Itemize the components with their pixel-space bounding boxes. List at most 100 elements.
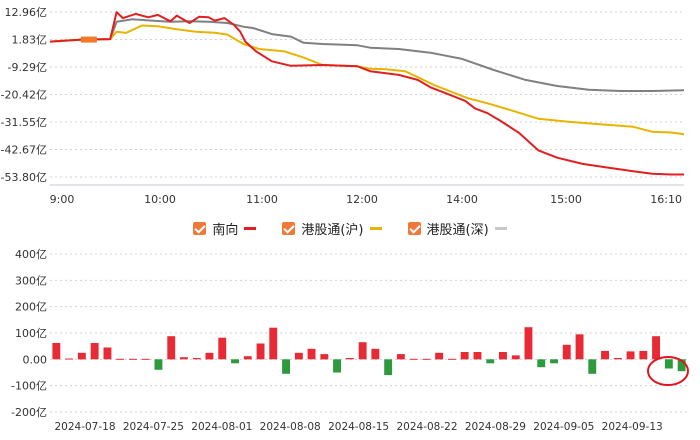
bar-mark [639,350,648,360]
line-series-1 [49,24,685,136]
bar-y-tick-label: 100亿 [15,327,47,340]
line-series-2 [49,18,685,92]
bar-mark [575,334,584,360]
bar-mark [218,337,227,360]
bar-mark [77,352,86,360]
bar-mark [116,358,125,360]
legend-label-sh-connect: 港股通(沪) [301,222,364,238]
line-x-tick-label: 15:00 [550,193,582,206]
bar-x-tick-label: 2024-07-18 [54,421,115,433]
bar-y-tick-label: 200亿 [15,301,47,314]
legend-label-sz-connect: 港股通(深) [426,222,489,238]
bar-mark [269,327,278,360]
highlight-circle [647,356,689,386]
line-y-tick-label: 12.96亿 [5,6,48,19]
bar-mark [307,348,316,360]
intraday-line-chart: 12.96亿 1.83亿 -9.29亿 -20.42亿 -31.55亿 -42.67亿 -5… [1,6,685,206]
bar-mark [65,358,74,360]
bar-mark [154,359,163,370]
line-x-tick-label: 10:00 [144,193,176,206]
bar-x-tick-label: 2024-08-22 [396,421,457,433]
bar-mark [562,344,571,360]
bar-x-tick-label: 2024-08-15 [328,421,389,433]
bar-x-tick-label: 2024-09-13 [602,421,663,433]
bar-mark [409,358,418,360]
line-x-tick-label: 12:00 [346,193,378,206]
bar-mark [486,359,495,364]
bar-mark [345,358,354,360]
bar-mark [141,358,150,360]
line-y-tick-label: -42.67亿 [1,144,47,157]
bar-mark [192,358,201,360]
bar-mark [435,352,444,360]
bar-mark [52,343,61,360]
bar-mark [231,359,239,364]
line-y-tick-label: -20.42亿 [1,89,47,102]
bar-mark [90,343,99,360]
bar-mark [294,352,303,360]
legend-label-southbound: 南向 [212,222,239,238]
bar-mark [613,358,622,360]
bar-mark [129,358,137,360]
bar-mark [499,352,507,360]
legend-item-sh-connect[interactable]: 港股通(沪) [282,219,382,238]
bar-y-tick-label: 300亿 [15,274,47,287]
bar-mark [524,327,533,360]
bar-mark [167,336,176,360]
bar-x-tick-label: 2024-07-25 [123,421,184,433]
bar-mark [601,350,609,360]
bar-mark [511,355,520,360]
bar-mark [243,356,252,360]
legend-swatch-southbound [244,226,257,230]
bar-mark [448,358,456,360]
legend-checkbox-sz-connect[interactable] [407,221,421,235]
bar-x-tick-label: 2024-09-05 [533,421,594,433]
bar-mark [371,348,380,360]
bar-y-tick-label: -200亿 [11,406,47,419]
bar-mark [588,359,597,374]
daily-bar-chart: 400亿 300亿 200亿 100亿 0.00 -100亿 -200亿 2024-07-1… [11,248,689,433]
bar-x-tick-label: 2024-08-08 [260,421,321,433]
legend-checkbox-southbound[interactable] [193,221,207,235]
bar-mark [550,359,558,364]
legend-item-southbound[interactable]: 南向 [193,219,257,238]
bar-mark [460,352,469,360]
bar-y-tick-label: -100亿 [11,380,47,393]
bar-mark [358,342,367,360]
bar-mark [664,359,673,369]
line-y-tick-label: -9.29亿 [8,61,47,74]
line-series-0 [49,11,684,176]
bar-mark [396,354,405,360]
bar-mark [422,358,431,360]
line-x-tick-label: 14:00 [446,193,478,206]
bar-mark [103,347,112,360]
bar-mark [320,354,329,360]
bar-mark [256,343,265,360]
bar-mark [180,357,188,360]
bar-x-tick-label: 2024-08-29 [465,421,526,433]
legend-checkbox-sh-connect[interactable] [282,221,296,235]
line-y-tick-label: 1.83亿 [12,34,48,47]
bar-mark [473,352,482,360]
bar-mark [205,352,214,360]
bar-mark [384,359,393,376]
bar-mark [626,351,635,360]
legend-swatch-sz-connect [494,226,507,230]
bar-y-tick-label: 0.00 [23,353,48,366]
line-y-tick-label: -31.55亿 [1,116,47,129]
line-x-tick-label: 11:00 [246,193,278,206]
line-x-tick-label: 16:10 [650,193,682,206]
bar-mark [677,359,686,372]
legend-item-sz-connect[interactable]: 港股通(深) [407,219,507,238]
legend-swatch-sh-connect [369,226,382,230]
bar-mark [333,359,341,373]
bar-mark [537,359,546,368]
line-x-tick-label: 9:00 [50,193,75,206]
line-y-tick-label: -53.80亿 [1,171,47,184]
line-legend: 南向 港股通(沪) 港股通(深) [0,217,700,239]
bar-mark [282,359,290,374]
bar-mark [652,336,660,360]
bar-x-tick-label: 2024-08-01 [191,421,252,433]
line-start-marker [80,36,97,43]
